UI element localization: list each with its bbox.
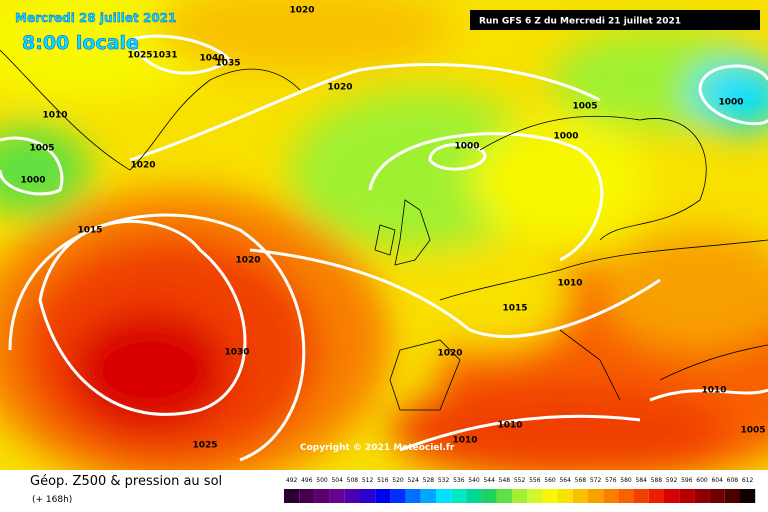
- scale-swatch: [344, 489, 360, 503]
- scale-swatch: [451, 489, 467, 503]
- scale-label: 548: [499, 477, 511, 484]
- scale-label: 500: [316, 477, 328, 484]
- scale-swatch: [375, 489, 391, 503]
- isobar-label: 1005: [740, 426, 765, 436]
- isobar-label: 1000: [20, 176, 45, 186]
- isobars: [0, 34, 768, 462]
- scale-label: 504: [331, 477, 343, 484]
- scale-label: 496: [301, 477, 313, 484]
- scale-swatch: [360, 489, 376, 503]
- scale-swatch: [588, 489, 604, 503]
- isobar-label: 1031: [152, 51, 177, 61]
- scale-swatch: [405, 489, 421, 503]
- isobar-label: 1000: [553, 132, 578, 142]
- scale-swatch: [329, 489, 345, 503]
- scale-label: 528: [423, 477, 435, 484]
- isobar-label: 1020: [130, 161, 155, 171]
- scale-label: 516: [377, 477, 389, 484]
- scale-label: 576: [605, 477, 617, 484]
- scale-swatch: [648, 489, 664, 503]
- isobar-label: 1015: [77, 226, 102, 236]
- isobar-label: 1025: [127, 51, 152, 61]
- isobar-label: 1035: [215, 59, 240, 69]
- scale-swatch: [603, 489, 619, 503]
- scale-swatch: [466, 489, 482, 503]
- scale-label: 568: [575, 477, 587, 484]
- isobar-label: 1025: [192, 441, 217, 451]
- isobar-label: 1020: [327, 83, 352, 93]
- scale-label: 532: [438, 477, 450, 484]
- copyright: Copyright © 2021 Meteociel.fr: [300, 443, 455, 453]
- scale-label: 592: [666, 477, 678, 484]
- scale-swatch: [420, 489, 436, 503]
- isobar-label: 1010: [497, 421, 522, 431]
- isobar-label: 1010: [42, 111, 67, 121]
- field: [0, 0, 768, 470]
- isobar-label: 1040: [199, 54, 224, 64]
- scale-swatch: [436, 489, 452, 503]
- valid-time: 8:00 locale: [22, 32, 139, 54]
- scale-label: 560: [544, 477, 556, 484]
- scale-swatch: [512, 489, 528, 503]
- isobar-label: 1005: [572, 102, 597, 112]
- scale-label: 540: [468, 477, 480, 484]
- scale-label: 552: [514, 477, 526, 484]
- isobar-label: 1020: [437, 349, 462, 359]
- scale-label: 564: [559, 477, 571, 484]
- scale-swatch: [664, 489, 680, 503]
- scale-swatch: [557, 489, 573, 503]
- scale-label: 556: [529, 477, 541, 484]
- scale-swatch: [481, 489, 497, 503]
- scale-label: 524: [407, 477, 419, 484]
- scale-swatch: [527, 489, 543, 503]
- scale-label: 544: [483, 477, 495, 484]
- footer-subtitle: (+ 168h): [32, 495, 72, 505]
- scale-swatch: [709, 489, 725, 503]
- scale-label: 608: [727, 477, 739, 484]
- scale-swatch: [679, 489, 695, 503]
- scale-label: 572: [590, 477, 602, 484]
- scale-label: 580: [620, 477, 632, 484]
- scale-label: 612: [742, 477, 754, 484]
- scale-label: 596: [681, 477, 693, 484]
- scale-swatch: [299, 489, 315, 503]
- scale-swatch: [284, 489, 300, 503]
- valid-date: Mercredi 28 juillet 2021: [15, 11, 176, 25]
- isobar-label: 1020: [235, 256, 260, 266]
- scale-label: 584: [635, 477, 647, 484]
- isobar-label: 1010: [557, 279, 582, 289]
- scale-label: 600: [696, 477, 708, 484]
- scale-label: 508: [347, 477, 359, 484]
- scale-label: 512: [362, 477, 374, 484]
- scale-swatch: [724, 489, 740, 503]
- scale-swatch: [496, 489, 512, 503]
- isobar-label: 1020: [289, 6, 314, 16]
- scale-swatch: [740, 489, 756, 503]
- isobar-label: 1010: [701, 386, 726, 396]
- scale-swatch: [314, 489, 330, 503]
- isobar-label: 1000: [718, 98, 743, 108]
- footer-title: Géop. Z500 & pression au sol: [30, 474, 222, 489]
- scale-swatch: [633, 489, 649, 503]
- scale-swatch: [390, 489, 406, 503]
- isobar-label: 1015: [502, 304, 527, 314]
- scale-swatch: [618, 489, 634, 503]
- scale-swatch: [572, 489, 588, 503]
- isobar-label: 1000: [454, 142, 479, 152]
- scale-swatch: [542, 489, 558, 503]
- scale-label: 588: [651, 477, 663, 484]
- isobar-label: 1010: [452, 436, 477, 446]
- scale-label: 536: [453, 477, 465, 484]
- coastlines: [0, 49, 768, 411]
- scale-label: 604: [711, 477, 723, 484]
- scale-label: 492: [286, 477, 298, 484]
- isobar-label: 1030: [224, 348, 249, 358]
- run-info: Run GFS 6 Z du Mercredi 21 juillet 2021: [479, 17, 681, 27]
- run-box: [470, 10, 760, 30]
- scale-label: 520: [392, 477, 404, 484]
- scale-swatch: [694, 489, 710, 503]
- isobar-label: 1005: [29, 144, 54, 154]
